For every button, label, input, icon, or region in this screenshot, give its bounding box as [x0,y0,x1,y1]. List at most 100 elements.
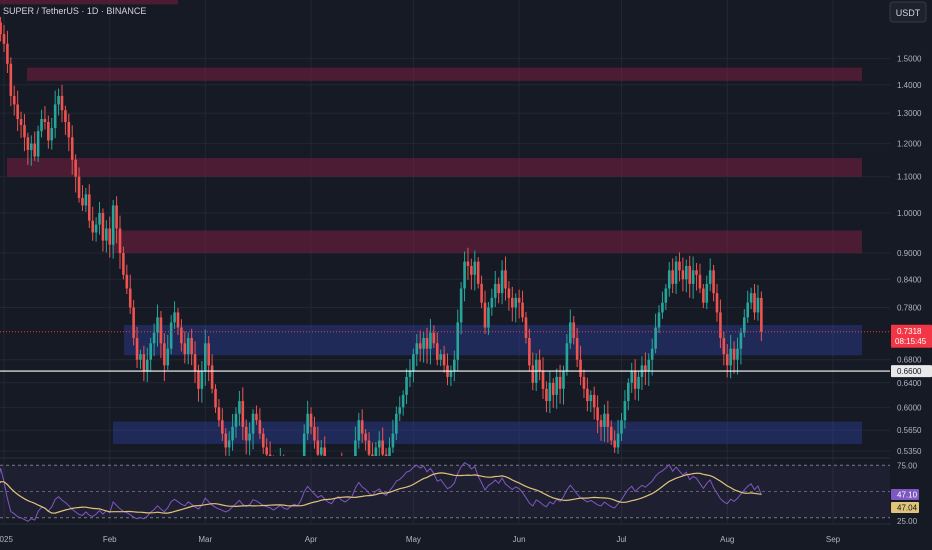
time-tick-label: Feb [103,535,117,544]
candle-body [43,119,47,123]
candle-body [364,433,367,441]
candle-body [371,454,374,456]
candle-body [193,354,197,372]
candle-body [268,454,272,456]
candle-body [84,194,88,206]
candle-body [644,365,647,372]
price-tick-label: 0.6400 [897,379,922,388]
candle-body [586,388,589,402]
candle-body [493,283,497,298]
candle-body [401,394,405,408]
candle-body [81,198,84,206]
candle-body [142,354,146,372]
time-tick-label: Sep [826,535,841,544]
candle-body [422,337,425,349]
candle-body [186,337,190,355]
candle-body [23,125,26,138]
candle-body [238,401,241,414]
candle-body [743,317,746,333]
candle-body [722,337,726,355]
level-label: 0.6600 [897,367,922,376]
price-tick-label: 1.5000 [897,55,922,64]
level-label-box [891,365,932,378]
time-axis[interactable]: 2025 Feb Mar Apr May Jun Jul Aug Sep [0,523,891,550]
candle-body [33,143,37,157]
supply-zone [7,158,862,177]
candle-body [200,371,204,389]
candle-body [483,302,487,328]
rsi-value-label: 47.10 [897,491,918,500]
rsi-tick-upper: 75.00 [897,461,918,470]
candle-body [558,376,562,389]
candle-body [531,365,535,383]
candle-body [354,440,357,456]
candle-body [64,110,67,123]
candle-body [415,343,419,355]
candle-body [688,265,692,284]
candle-body [548,382,552,402]
candle-body [480,283,483,303]
candle-body [500,270,504,294]
candle-body [258,420,262,434]
price-tick-label: 0.5350 [897,447,922,456]
candle-body [183,343,187,355]
currency-button[interactable]: USDT [889,1,927,23]
candle-body [725,354,729,366]
candle-body [582,376,586,389]
candle-body [77,176,81,199]
candle-body [98,212,101,225]
rsi-ma-value-label: 47.04 [897,504,918,513]
time-tick-label: Aug [720,535,734,544]
candle-body [473,261,477,275]
candle-body [40,119,43,132]
candle-body [729,348,732,366]
price-axis[interactable]: 1.5000 1.4000 1.3000 1.2000 1.1000 1.0000 0.90… [891,0,932,550]
candle-body [702,288,705,303]
candle-body [29,143,33,150]
candle-body [691,270,695,284]
candle-body [67,122,71,138]
candle-body [357,420,361,441]
candle-body [377,440,381,448]
candle-body [139,354,142,360]
candle-body [565,343,569,372]
time-axis-background [0,524,891,550]
candle-body [650,348,654,360]
candle-body [166,348,170,366]
candle-body [156,317,159,333]
candle-body [412,354,415,372]
candle-body [122,253,125,275]
candle-body [159,317,163,344]
candle-body [244,426,248,441]
candle-body [94,224,98,233]
candle-body [470,265,473,275]
candle-body [214,388,217,408]
price-tick-label: 0.7800 [897,304,922,313]
last-price-box [891,324,932,348]
candle-body [12,95,16,105]
candle-body [507,288,511,298]
candle-body [732,348,736,360]
price-tick-label: 1.1000 [897,173,922,182]
candle-body [306,413,309,434]
candle-body [53,104,57,129]
candle-body [609,426,613,441]
rsi-line [0,462,762,522]
candle-body [145,359,149,372]
candle-body [19,119,23,126]
candle-body [74,159,77,177]
time-tick-label: Mar [198,535,212,544]
candle-body [435,343,439,360]
candle-body [545,388,548,402]
candle-body [463,261,466,289]
candle-body [579,359,582,377]
candle-body [173,312,176,323]
candle-body [395,413,398,434]
candle-body [50,128,54,141]
candle-body [149,343,152,360]
candle-body [514,297,518,308]
rsi-ma-line [0,472,762,514]
candle-body [627,382,630,402]
candle-body [57,95,60,105]
